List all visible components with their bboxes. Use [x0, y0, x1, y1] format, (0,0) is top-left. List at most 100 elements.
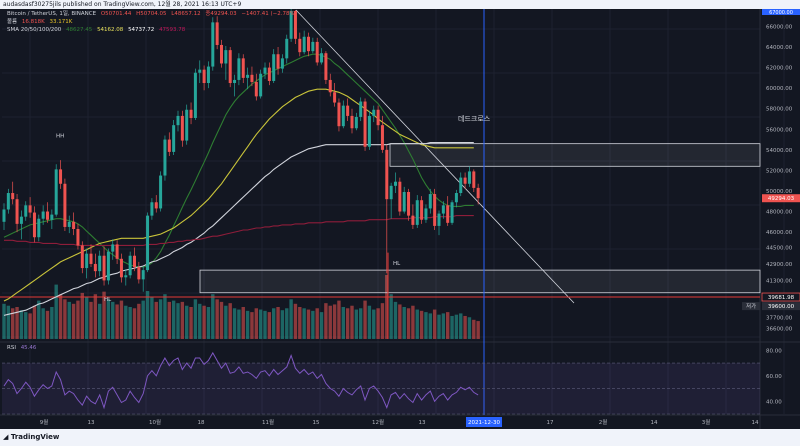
volume-bar: [467, 317, 472, 339]
candle-body: [328, 79, 332, 93]
candle-body: [411, 215, 415, 225]
candle-body: [359, 101, 363, 117]
volume-bar: [167, 301, 171, 339]
candle-body: [67, 221, 71, 227]
candle-body: [106, 251, 110, 281]
sma200-value: 47593.78: [159, 27, 186, 33]
time-tick-label: 17: [547, 420, 554, 426]
price-chart[interactable]: 67000.00 66000.00 64000.00 62000.00 60000.00…: [0, 9, 800, 429]
candle-body: [350, 115, 354, 129]
candle-body: [76, 229, 80, 246]
candle-body: [172, 125, 176, 152]
candle-body: [141, 270, 145, 280]
candle-body: [446, 205, 450, 223]
volume-bar: [250, 312, 254, 339]
candle-body: [6, 193, 10, 210]
volume-bar: [372, 309, 376, 339]
rsi-tick-label: 40.00: [766, 399, 782, 405]
volume-bars: [2, 275, 480, 339]
time-tick-label: 11월: [262, 418, 274, 426]
volume-bar: [206, 307, 211, 339]
candle-body: [24, 205, 28, 217]
volume-bar: [67, 301, 71, 339]
volume-bar: [276, 307, 280, 339]
candle-body: [389, 185, 393, 200]
volume-bar: [224, 305, 228, 339]
volume-bar: [228, 303, 232, 339]
volume-bar: [472, 319, 476, 339]
candle-body: [324, 53, 328, 80]
candle-body: [237, 58, 241, 80]
volume-bar: [454, 314, 459, 339]
price-tick-label: 62000.00: [766, 66, 793, 72]
candle-body: [115, 244, 119, 259]
volume-bar: [115, 304, 119, 339]
candle-body: [320, 53, 324, 63]
candle-body: [433, 194, 437, 226]
volume-bar: [15, 307, 19, 339]
candle-body: [315, 41, 319, 63]
candle-body: [11, 193, 15, 200]
volume-bar: [389, 294, 393, 339]
volume-bar: [106, 299, 111, 339]
volume-bar: [11, 308, 15, 339]
candle-body: [180, 115, 184, 141]
trend-drawings[interactable]: [0, 9, 761, 415]
price-tick-label: 52000.00: [766, 168, 793, 174]
candle-body: [233, 79, 237, 84]
volume-bar: [376, 308, 380, 339]
chart-annotations: HH HL HL 데드크로스: [56, 115, 491, 303]
rsi-band: [2, 363, 760, 414]
volume-bar: [24, 312, 28, 339]
volume-bar: [419, 310, 424, 339]
price-tick-label: 60000.00: [766, 86, 793, 92]
candle-body: [307, 36, 310, 52]
time-tick-label: 10월: [149, 418, 161, 426]
cursor-date-badge: [466, 417, 502, 427]
candle-body: [41, 211, 45, 219]
candle-body: [46, 211, 49, 220]
candle-body: [454, 193, 458, 203]
time-tick-label: 9월: [40, 418, 49, 426]
candle-body: [280, 58, 284, 69]
dead-cross-label: 데드크로스: [458, 115, 491, 123]
volume-bar: [406, 308, 411, 339]
volume-bar: [63, 299, 67, 339]
volume-bar: [267, 312, 272, 339]
low-price-text: 39600.00: [768, 304, 795, 310]
volume-bar: [463, 315, 467, 339]
volume-bar: [202, 305, 206, 339]
volume-bar: [41, 308, 45, 339]
candle-body: [415, 200, 419, 225]
volume-bar: [393, 301, 398, 339]
time-tick-label: 2월: [599, 418, 608, 426]
volume-bar: [76, 300, 80, 339]
volume-bar: [272, 308, 276, 339]
time-tick-label: 12월: [372, 418, 384, 426]
candle-body: [128, 255, 132, 276]
candle-body: [211, 22, 215, 67]
candle-body: [463, 177, 467, 184]
volume-bar: [446, 312, 450, 339]
volume-bar: [241, 307, 245, 339]
candle-body: [459, 177, 463, 194]
candle-body: [176, 115, 180, 126]
candlesticks[interactable]: [2, 9, 480, 292]
volume-bar: [411, 305, 415, 339]
legend-symbol: Bitcoin / TetherUS, 1일, BINANCE: [7, 11, 97, 17]
low-price-badge: [762, 302, 800, 311]
volume-bar: [398, 304, 402, 339]
candle-body: [63, 183, 67, 227]
price-tick-label: 37700.00: [766, 315, 793, 321]
volume-bar: [50, 307, 54, 339]
volume-value-2: 33.171K: [49, 19, 73, 25]
volume-bar: [32, 305, 37, 339]
legend-row-symbol: Bitcoin / TetherUS, 1일, BINANCE O50701.4…: [7, 11, 300, 18]
volume-bar: [215, 299, 219, 339]
candle-body: [102, 255, 106, 281]
legend-high: H50704.05: [136, 11, 167, 17]
candle-body: [50, 214, 54, 220]
candle-body: [450, 202, 454, 223]
volume-bar: [324, 303, 328, 339]
volume-bar: [319, 312, 324, 339]
